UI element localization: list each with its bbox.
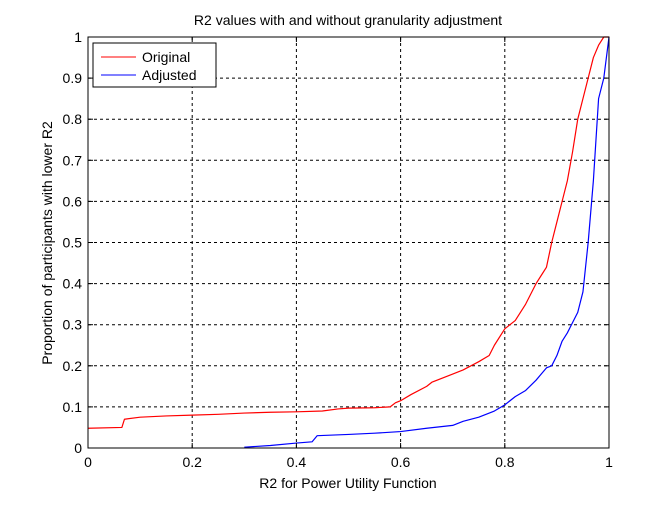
- x-tick-label: 0.8: [495, 454, 515, 470]
- legend-label-adjusted: Adjusted: [142, 67, 196, 83]
- x-tick-label: 0: [84, 454, 92, 470]
- y-tick-label: 0.1: [63, 399, 83, 415]
- y-tick-label: 0.2: [63, 358, 83, 374]
- chart-title: R2 values with and without granularity a…: [194, 12, 502, 28]
- legend-box: [92, 42, 217, 88]
- x-tick-label: 0.6: [391, 454, 411, 470]
- x-axis-label: R2 for Power Utility Function: [259, 475, 436, 491]
- y-tick-label: 0.8: [63, 111, 83, 127]
- legend: Original Adjusted: [92, 42, 217, 88]
- y-axis-label: Proportion of participants with lower R2: [39, 121, 55, 365]
- x-tick-label: 0.2: [182, 454, 202, 470]
- y-tick-label: 0.5: [63, 235, 83, 251]
- plot-area: 0 0.2 0.4 0.6 0.8 1 0 0.1 0.2 0.3 0.4 0.5 0.6 0.7 0.8 0…: [63, 29, 614, 470]
- y-tick-label: 0.3: [63, 317, 83, 333]
- y-tick-label: 0.4: [63, 276, 83, 292]
- y-tick-label: 0.7: [63, 152, 83, 168]
- y-tick-label: 0: [74, 440, 82, 456]
- legend-label-original: Original: [142, 49, 190, 65]
- series-line-original: [87, 36, 609, 429]
- y-tick-label: 0.6: [63, 193, 83, 209]
- y-tick-label: 1: [74, 29, 82, 45]
- x-tick-label: 0.4: [287, 454, 307, 470]
- y-tick-label: 0.9: [63, 70, 83, 86]
- x-tick-label: 1: [605, 454, 613, 470]
- series-line-adjusted: [244, 36, 610, 448]
